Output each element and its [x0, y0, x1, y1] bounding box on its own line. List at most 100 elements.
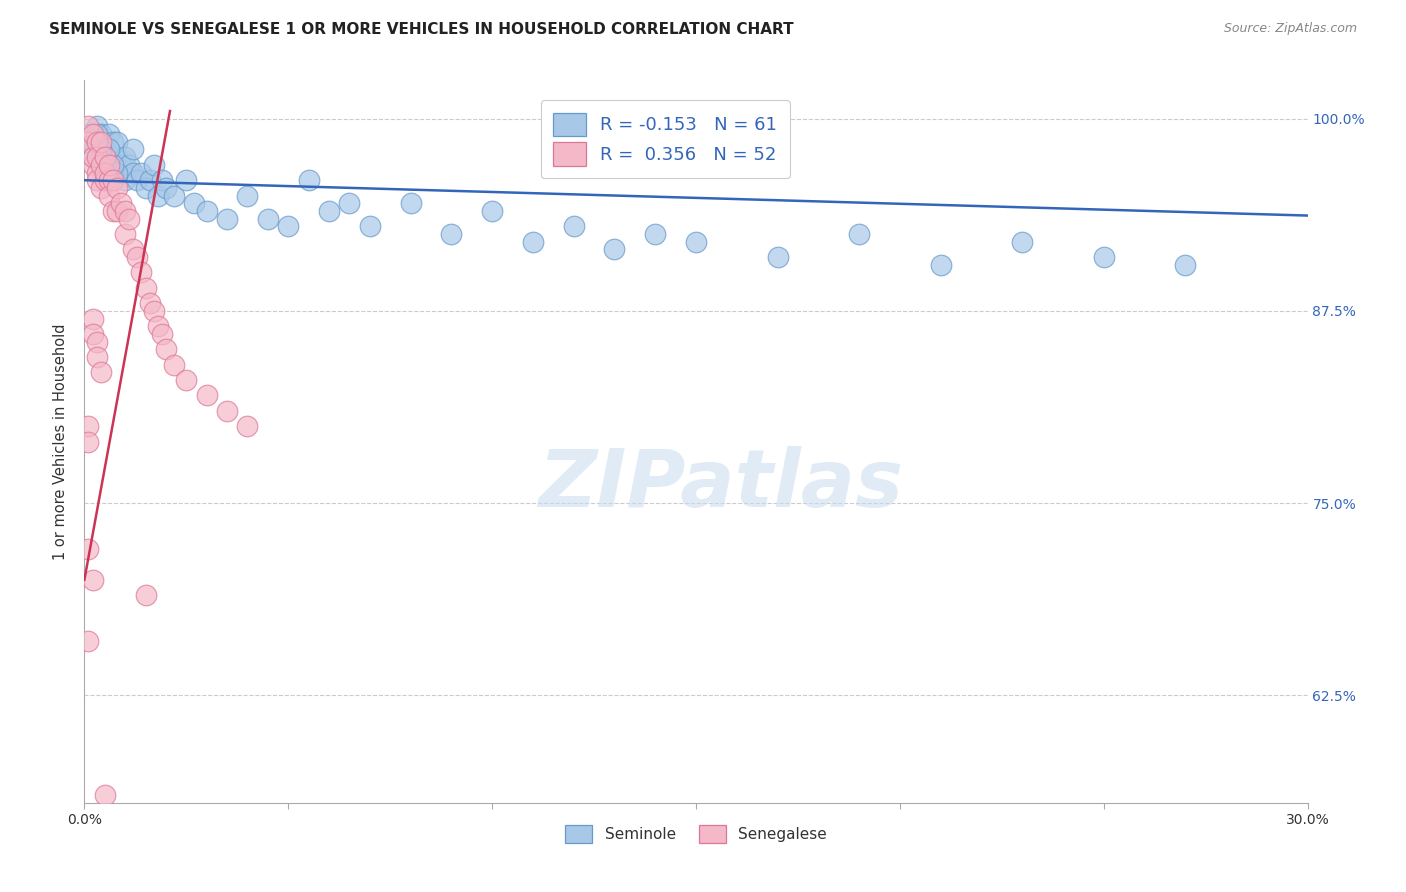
Point: [135, 181, 157, 195]
Point: [82, 573, 104, 587]
Text: ZIPatlas: ZIPatlas: [538, 446, 903, 524]
Text: SEMINOLE VS SENEGALESE 1 OR MORE VEHICLES IN HOUSEHOLD CORRELATION CHART: SEMINOLE VS SENEGALESE 1 OR MORE VEHICLE…: [49, 22, 794, 37]
Point: [848, 227, 870, 241]
Point: [90, 150, 112, 164]
Point: [101, 173, 124, 187]
Point: [127, 173, 149, 187]
Point: [150, 173, 173, 187]
Point: [114, 203, 136, 218]
Point: [97, 127, 120, 141]
Point: [97, 150, 120, 164]
Point: [131, 265, 153, 279]
Legend: Seminole, Senegalese: Seminole, Senegalese: [558, 819, 834, 849]
Point: [217, 404, 239, 418]
Point: [339, 196, 361, 211]
Point: [217, 211, 239, 226]
Point: [86, 350, 108, 364]
Point: [82, 150, 104, 164]
Point: [135, 588, 157, 602]
Point: [97, 143, 120, 157]
Point: [93, 150, 115, 164]
Point: [135, 281, 157, 295]
Point: [138, 173, 160, 187]
Point: [97, 158, 120, 172]
Point: [114, 173, 136, 187]
Point: [110, 158, 132, 172]
Point: [101, 135, 124, 149]
Y-axis label: 1 or more Vehicles in Household: 1 or more Vehicles in Household: [53, 323, 69, 560]
Point: [97, 173, 120, 187]
Point: [77, 542, 100, 557]
Point: [236, 188, 259, 202]
Text: Source: ZipAtlas.com: Source: ZipAtlas.com: [1223, 22, 1357, 36]
Point: [440, 227, 463, 241]
Point: [131, 165, 153, 179]
Point: [163, 188, 186, 202]
Point: [90, 135, 112, 149]
Point: [318, 203, 340, 218]
Point: [93, 173, 115, 187]
Point: [236, 419, 259, 434]
Point: [118, 211, 141, 226]
Point: [114, 150, 136, 164]
Point: [174, 173, 197, 187]
Point: [105, 135, 128, 149]
Point: [101, 158, 124, 172]
Point: [122, 143, 145, 157]
Point: [1092, 250, 1115, 264]
Point: [82, 135, 104, 149]
Point: [86, 120, 108, 134]
Point: [150, 326, 173, 341]
Point: [93, 165, 115, 179]
Point: [644, 227, 666, 241]
Point: [122, 165, 145, 179]
Point: [82, 326, 104, 341]
Point: [359, 219, 381, 234]
Point: [277, 219, 299, 234]
Point: [481, 203, 503, 218]
Point: [195, 388, 218, 402]
Point: [142, 304, 165, 318]
Point: [86, 165, 108, 179]
Point: [97, 188, 120, 202]
Point: [766, 250, 789, 264]
Point: [77, 419, 100, 434]
Point: [163, 358, 186, 372]
Point: [77, 634, 100, 648]
Point: [86, 334, 108, 349]
Point: [257, 211, 280, 226]
Point: [685, 235, 707, 249]
Point: [399, 196, 422, 211]
Point: [86, 135, 108, 149]
Point: [101, 165, 124, 179]
Point: [603, 243, 626, 257]
Point: [93, 158, 115, 172]
Point: [93, 135, 115, 149]
Point: [101, 203, 124, 218]
Point: [195, 203, 218, 218]
Point: [93, 150, 115, 164]
Point: [298, 173, 321, 187]
Point: [127, 250, 149, 264]
Point: [86, 135, 108, 149]
Point: [114, 227, 136, 241]
Point: [1174, 258, 1197, 272]
Point: [105, 150, 128, 164]
Point: [122, 243, 145, 257]
Point: [183, 196, 205, 211]
Point: [90, 365, 112, 379]
Point: [105, 181, 128, 195]
Point: [86, 173, 108, 187]
Point: [90, 143, 112, 157]
Point: [82, 311, 104, 326]
Point: [82, 150, 104, 164]
Point: [155, 181, 177, 195]
Point: [90, 127, 112, 141]
Point: [86, 127, 108, 141]
Point: [90, 181, 112, 195]
Point: [105, 203, 128, 218]
Point: [138, 296, 160, 310]
Point: [86, 150, 108, 164]
Point: [174, 373, 197, 387]
Point: [77, 127, 100, 141]
